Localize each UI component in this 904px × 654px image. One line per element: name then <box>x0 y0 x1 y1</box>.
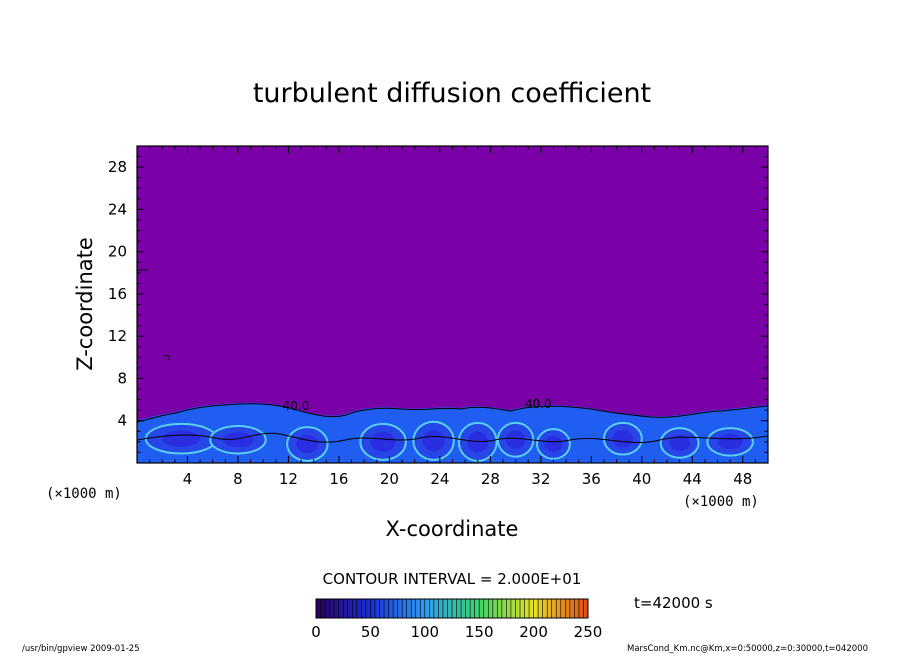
colorbar-stripes <box>320 599 584 618</box>
y-tick-label: 20 <box>108 243 127 261</box>
x-tick-label: 20 <box>380 470 399 488</box>
contour-label-layer: 40.0 40.0 <box>283 397 552 413</box>
colorbar-tick-label: 200 <box>519 623 548 641</box>
eddy-core <box>296 434 319 454</box>
y-tick-label: 24 <box>108 200 127 218</box>
x-tick-label: 28 <box>481 470 500 488</box>
colorbar-ticks: 0 50 100 150 200 250 <box>311 623 602 641</box>
x-tick-label: 12 <box>279 470 298 488</box>
plot-area <box>137 146 768 463</box>
x-axis-label: X-coordinate <box>386 517 519 541</box>
x-tick-label: 36 <box>582 470 601 488</box>
eddy-core <box>544 435 563 453</box>
y-tick-label: 28 <box>108 158 127 176</box>
x-tick-label: 32 <box>531 470 550 488</box>
contour-interval-label: CONTOUR INTERVAL = 2.000E+01 <box>323 570 582 588</box>
contour-label: 40.0 <box>525 397 552 411</box>
x-tick-label: 24 <box>430 470 449 488</box>
eddy-core <box>717 434 743 450</box>
colorbar-tick-label: 100 <box>410 623 439 641</box>
x-tick-label: 44 <box>683 470 702 488</box>
y-tick-label: 12 <box>108 327 127 345</box>
footer-right: MarsCond_Km.nc@Km,x=0:50000,z=0:30000,t=… <box>627 644 868 654</box>
eddy-core <box>370 431 396 452</box>
eddy-core <box>505 430 526 450</box>
eddy-core <box>612 429 634 448</box>
x-unit-label-right: (×1000 m) <box>683 494 759 510</box>
time-label: t=42000 s <box>634 594 713 612</box>
colorbar-tick-label: 50 <box>361 623 380 641</box>
x-tick-label: 4 <box>183 470 193 488</box>
x-unit-label-left: (×1000 m) <box>46 486 122 502</box>
x-tick-label: 16 <box>329 470 348 488</box>
y-axis-label: Z-coordinate <box>73 237 97 371</box>
eddy-core <box>161 430 201 447</box>
contour-label: 40.0 <box>283 399 310 413</box>
chart-title: turbulent diffusion coefficient <box>253 78 651 109</box>
colorbar-tick-label: 0 <box>311 623 321 641</box>
y-tick-label: 16 <box>108 285 127 303</box>
x-tick-label: 8 <box>233 470 243 488</box>
contour-lines <box>137 269 768 443</box>
contour-line <box>163 355 171 361</box>
eddy-core <box>669 434 691 452</box>
contour-line <box>137 432 768 443</box>
colorbar: 0 50 100 150 200 250 <box>311 598 602 641</box>
x-tick-label: 48 <box>733 470 752 488</box>
colorbar-tick-label: 250 <box>574 623 603 641</box>
eddy-cells <box>144 420 754 462</box>
eddy-core <box>422 430 445 452</box>
eddy-core <box>222 432 254 448</box>
colorbar-tick-label: 150 <box>465 623 494 641</box>
contour-line <box>137 403 768 423</box>
y-axis: 4 8 12 16 20 24 28 <box>108 156 768 453</box>
x-axis: 4 8 12 16 20 24 28 32 36 40 44 48 <box>149 146 756 488</box>
x-tick-label: 40 <box>632 470 651 488</box>
y-tick-label: 8 <box>117 369 127 387</box>
y-tick-label: 4 <box>117 412 127 430</box>
footer-left: /usr/bin/gpview 2009-01-25 <box>22 644 140 654</box>
